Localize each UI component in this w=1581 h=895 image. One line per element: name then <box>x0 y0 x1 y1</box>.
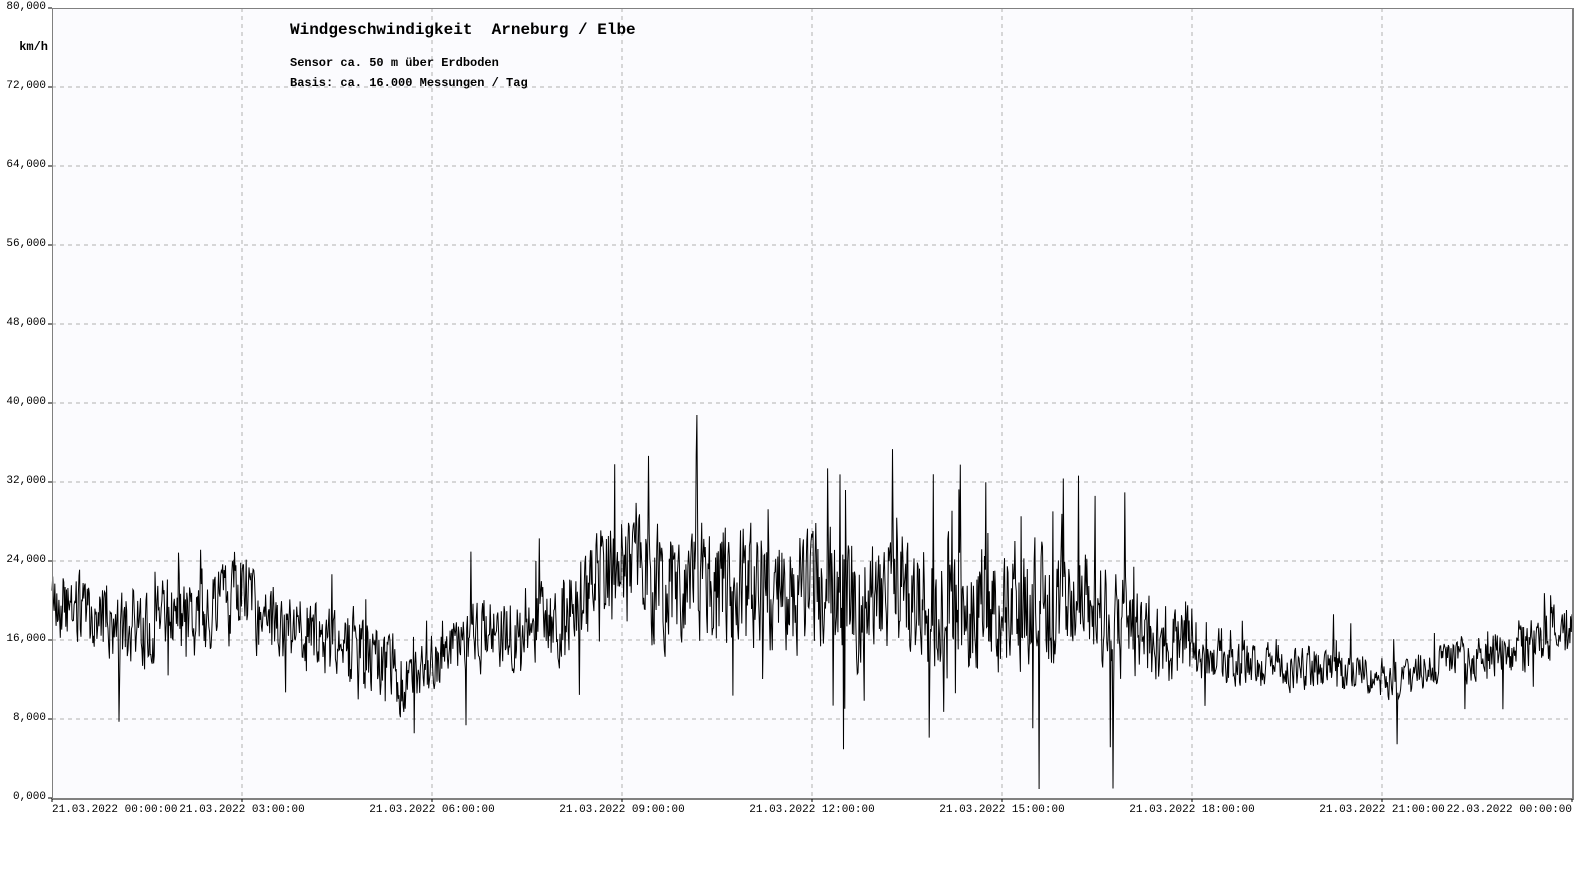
x-tick-label: 21.03.2022 03:00:00 <box>162 804 322 816</box>
chart-subtitle-1: Sensor ca. 50 m über Erdboden <box>290 56 499 70</box>
y-tick-label: 64,000 <box>0 159 46 171</box>
y-tick-label: 72,000 <box>0 80 46 92</box>
x-tick-label: 21.03.2022 00:00:00 <box>52 804 177 816</box>
y-axis-unit-label: km/h <box>6 40 48 54</box>
y-tick-label: 40,000 <box>0 396 46 408</box>
x-tick-label: 21.03.2022 06:00:00 <box>352 804 512 816</box>
y-tick-label: 48,000 <box>0 317 46 329</box>
y-tick-label: 8,000 <box>0 712 46 724</box>
wind-speed-chart: km/h Windgeschwindigkeit Arneburg / Elbe… <box>0 0 1581 895</box>
y-tick-label: 56,000 <box>0 238 46 250</box>
y-tick-label: 24,000 <box>0 554 46 566</box>
x-tick-label: 22.03.2022 00:00:00 <box>1432 804 1572 816</box>
y-tick-label: 80,000 <box>0 1 46 13</box>
x-tick-label: 21.03.2022 09:00:00 <box>542 804 702 816</box>
y-tick-label: 16,000 <box>0 633 46 645</box>
x-tick-label: 21.03.2022 18:00:00 <box>1112 804 1272 816</box>
y-tick-label: 0,000 <box>0 791 46 803</box>
chart-subtitle-2: Basis: ca. 16.000 Messungen / Tag <box>290 76 528 90</box>
x-tick-label: 21.03.2022 15:00:00 <box>922 804 1082 816</box>
plot-svg <box>0 0 1581 895</box>
y-tick-label: 32,000 <box>0 475 46 487</box>
chart-title: Windgeschwindigkeit Arneburg / Elbe <box>290 21 636 39</box>
x-tick-label: 21.03.2022 12:00:00 <box>732 804 892 816</box>
